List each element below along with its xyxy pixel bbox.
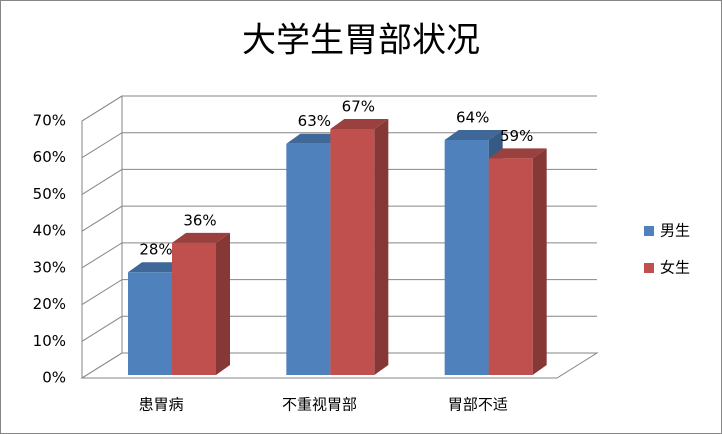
- bar-top: [128, 262, 186, 273]
- y-tick-label: 20%: [33, 295, 66, 313]
- y-tick-label: 10%: [33, 332, 66, 350]
- y-tick-label: 40%: [33, 222, 66, 240]
- legend-swatch: [644, 226, 654, 236]
- grid-line: [81, 242, 597, 269]
- bar-front: [330, 129, 375, 375]
- legend-label: 男生: [660, 222, 690, 240]
- bar-top: [444, 130, 503, 141]
- x-tick-label: 胃部不适: [448, 396, 508, 414]
- x-tick-label: 患胃病: [139, 396, 184, 414]
- value-label: 64%: [456, 109, 489, 127]
- grid-line: [81, 315, 597, 342]
- bar-top: [330, 119, 389, 130]
- bar-side: [532, 148, 547, 375]
- bar: [488, 148, 547, 375]
- value-label: 28%: [139, 241, 172, 259]
- bar: [172, 232, 230, 375]
- grid-line: [81, 352, 597, 379]
- grid-line: [81, 132, 597, 159]
- y-tick-label: 60%: [33, 148, 66, 166]
- bar-front: [172, 242, 216, 375]
- bar-side: [374, 119, 389, 375]
- value-label: 59%: [500, 127, 533, 145]
- grid-line: [81, 95, 597, 122]
- legend-swatch: [644, 263, 654, 273]
- bar-front: [286, 143, 331, 375]
- y-tick-label: 70%: [33, 112, 66, 130]
- value-label: 63%: [298, 112, 331, 130]
- legend-label: 女生: [660, 259, 690, 277]
- bar-top: [172, 232, 230, 243]
- x-tick-label: 不重视胃部: [282, 396, 357, 414]
- value-label: 36%: [183, 211, 216, 229]
- bar-top: [488, 148, 547, 159]
- y-tick-label: 0%: [42, 369, 66, 387]
- grid-line: [81, 168, 597, 195]
- y-tick-label: 30%: [33, 258, 66, 276]
- bar-front: [444, 140, 489, 375]
- bar: [330, 119, 389, 375]
- grid-line: [81, 205, 597, 232]
- chart-title: 大学生胃部状况: [242, 21, 480, 61]
- bar-front: [128, 272, 172, 375]
- bar-side: [216, 232, 230, 375]
- y-tick-label: 50%: [33, 185, 66, 203]
- bar-front: [488, 158, 533, 375]
- value-label: 67%: [342, 98, 375, 116]
- bar-top: [286, 133, 345, 144]
- grid-line: [81, 279, 597, 305]
